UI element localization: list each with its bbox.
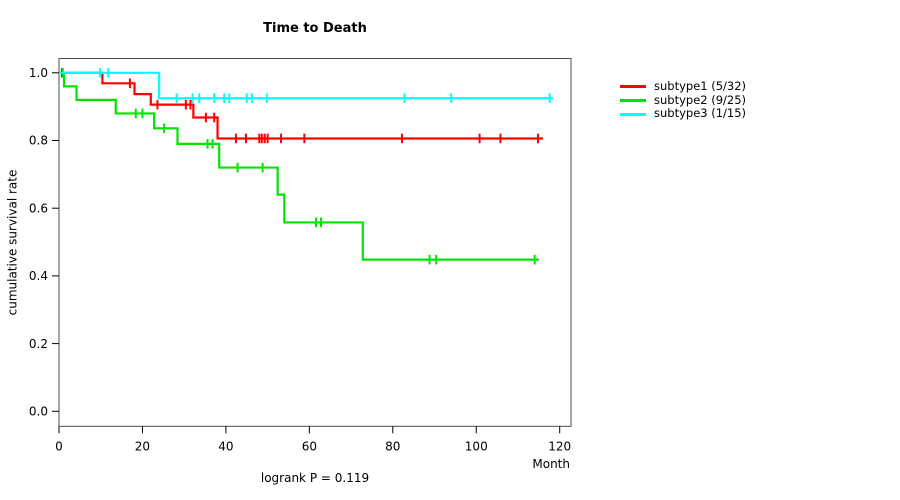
legend-line-swatch [620, 112, 646, 116]
y-axis-tick-label: 0.4 [29, 269, 48, 283]
y-axis-tick-label: 0.6 [29, 201, 48, 215]
y-axis-tick-label: 1.0 [29, 66, 48, 80]
logrank-annotation: logrank P = 0.119 [260, 471, 370, 485]
legend-item-3: subtype3 (1/15) [620, 107, 746, 121]
chart-title: Time to Death [263, 21, 367, 36]
x-axis-tick-label: 100 [465, 439, 488, 453]
x-axis-tick-label: 60 [302, 439, 317, 453]
survival-curve-3 [59, 71, 554, 100]
legend-line-swatch [620, 85, 646, 89]
y-axis-tick-label: 0.0 [29, 405, 48, 419]
y-axis-tick-label: 0.8 [29, 134, 48, 148]
survival-curve-1 [59, 71, 544, 140]
legend-line-swatch [620, 99, 646, 103]
legend-label: subtype2 (9/25) [654, 92, 747, 107]
x-axis-tick-label: 40 [218, 439, 233, 453]
x-axis-title: Month [532, 457, 570, 471]
legend-item-2: subtype2 (9/25) [620, 92, 747, 108]
y-axis-tick-label: 0.2 [29, 337, 48, 351]
legend-item-1: subtype1 (5/32) [620, 79, 747, 94]
legend-label: subtype3 (1/15) [654, 106, 747, 121]
x-axis-tick-label: 0 [55, 439, 63, 453]
survival-curve-2 [59, 71, 539, 261]
x-axis-tick-label: 80 [385, 439, 400, 453]
legend: subtype1 (5/32) subtype2 (9/25) subtype3 (… [620, 79, 747, 121]
legend-label: subtype1 (5/32) [654, 79, 747, 93]
x-axis-tick-label: 20 [135, 439, 150, 453]
x-axis-tick-label: 120 [548, 439, 571, 453]
plot-box [58, 58, 572, 427]
